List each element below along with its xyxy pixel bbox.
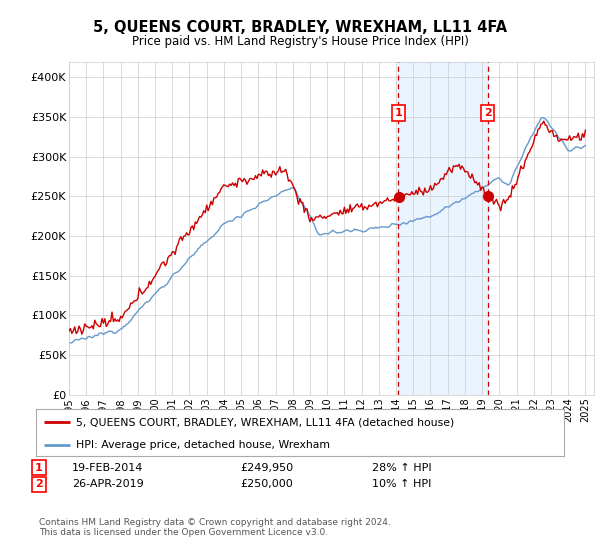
Text: 28% ↑ HPI: 28% ↑ HPI — [372, 463, 431, 473]
Text: 5, QUEENS COURT, BRADLEY, WREXHAM, LL11 4FA: 5, QUEENS COURT, BRADLEY, WREXHAM, LL11 … — [93, 20, 507, 35]
Text: 1: 1 — [394, 108, 402, 118]
Text: Contains HM Land Registry data © Crown copyright and database right 2024.
This d: Contains HM Land Registry data © Crown c… — [39, 518, 391, 538]
Text: £250,000: £250,000 — [240, 479, 293, 489]
Text: Price paid vs. HM Land Registry's House Price Index (HPI): Price paid vs. HM Land Registry's House … — [131, 35, 469, 48]
Text: 1: 1 — [35, 463, 43, 473]
Text: HPI: Average price, detached house, Wrexham: HPI: Average price, detached house, Wrex… — [76, 440, 329, 450]
Text: 26-APR-2019: 26-APR-2019 — [72, 479, 144, 489]
Text: 2: 2 — [484, 108, 491, 118]
Text: £249,950: £249,950 — [240, 463, 293, 473]
Text: 2: 2 — [35, 479, 43, 489]
Bar — [398, 62, 488, 395]
Text: 19-FEB-2014: 19-FEB-2014 — [72, 463, 143, 473]
Text: 10% ↑ HPI: 10% ↑ HPI — [372, 479, 431, 489]
Text: 5, QUEENS COURT, BRADLEY, WREXHAM, LL11 4FA (detached house): 5, QUEENS COURT, BRADLEY, WREXHAM, LL11 … — [76, 417, 454, 427]
